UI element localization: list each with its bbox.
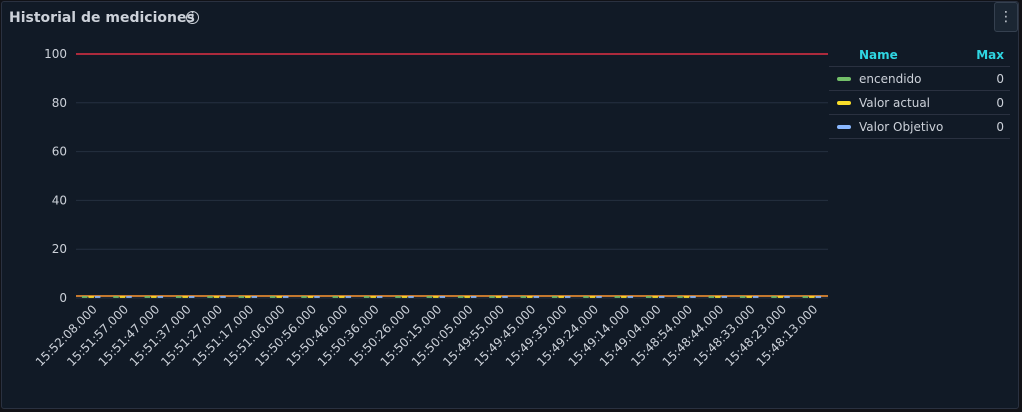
legend-item-name: Valor Objetivo — [859, 119, 944, 134]
bar — [426, 296, 433, 298]
bar — [558, 296, 564, 298]
bar — [457, 296, 464, 298]
bar — [370, 296, 376, 298]
legend-item-max: 0 — [996, 119, 1004, 134]
bar — [175, 296, 182, 298]
bar — [551, 296, 558, 298]
legend-item[interactable]: encendido 0 — [829, 67, 1010, 91]
bar — [332, 296, 339, 298]
bar — [464, 296, 470, 298]
bar — [746, 296, 752, 298]
legend-item[interactable]: Valor Objetivo 0 — [829, 115, 1010, 139]
bar — [207, 296, 213, 298]
bar — [119, 296, 126, 298]
bar — [220, 296, 226, 298]
legend-table: Name Max encendido 0 Valor actual 0 Valor Ob… — [829, 44, 1010, 139]
bar — [627, 296, 634, 298]
panel-title: Historial de mediciones — [9, 10, 195, 26]
bar — [677, 296, 683, 298]
bar — [739, 296, 746, 298]
bar — [94, 296, 101, 298]
bar — [495, 296, 502, 298]
bar — [802, 296, 809, 298]
bar — [621, 296, 627, 298]
legend-header-max[interactable]: Max — [976, 48, 1004, 62]
bar — [182, 296, 188, 298]
bar — [645, 296, 652, 298]
bar — [113, 296, 119, 298]
bar — [564, 296, 571, 298]
bar — [715, 296, 721, 298]
bar — [238, 296, 245, 298]
bar — [151, 296, 157, 298]
bar — [301, 296, 307, 298]
bar — [683, 296, 690, 298]
legend-item-name: Valor actual — [859, 95, 931, 110]
bar — [157, 296, 164, 298]
bar — [408, 296, 414, 298]
bar — [690, 296, 696, 298]
legend-item-name: encendido — [859, 71, 922, 86]
legend-item-max: 0 — [996, 71, 1004, 86]
bar — [583, 296, 589, 298]
y-tick-label: 0 — [59, 291, 67, 305]
bar — [314, 296, 320, 298]
panel-menu-button[interactable]: ⋮ — [994, 2, 1018, 32]
bar — [213, 296, 220, 298]
y-tick-label: 40 — [52, 193, 67, 207]
bar — [520, 296, 527, 298]
info-icon[interactable]: i — [186, 11, 199, 24]
bar — [589, 296, 596, 298]
bar — [376, 296, 383, 298]
bar — [771, 296, 777, 298]
bar — [276, 296, 282, 298]
bar — [815, 296, 822, 298]
bar — [269, 296, 276, 298]
bar — [752, 296, 759, 298]
y-tick-label: 60 — [52, 145, 67, 159]
bar — [489, 296, 495, 298]
bar — [245, 296, 251, 298]
bar — [708, 296, 715, 298]
y-tick-label: 100 — [44, 47, 67, 61]
bar — [470, 296, 477, 298]
legend-swatch — [837, 76, 851, 81]
bar — [533, 296, 540, 298]
legend-item[interactable]: Valor actual 0 — [829, 91, 1010, 115]
bar — [439, 296, 446, 298]
bar — [502, 296, 508, 298]
bar — [251, 296, 258, 298]
bar — [784, 296, 790, 298]
bar — [401, 296, 408, 298]
bar — [614, 296, 621, 298]
bar — [395, 296, 401, 298]
legend-item-max: 0 — [996, 95, 1004, 110]
bar — [81, 296, 88, 298]
bar — [339, 296, 345, 298]
legend-header-name[interactable]: Name — [859, 48, 898, 62]
bar — [721, 296, 728, 298]
bar — [527, 296, 533, 298]
bar — [307, 296, 314, 298]
bar — [363, 296, 370, 298]
bar — [88, 296, 94, 298]
bar — [596, 296, 602, 298]
legend-header: Name Max — [829, 44, 1010, 67]
y-tick-label: 20 — [52, 242, 67, 256]
y-tick-label: 80 — [52, 96, 67, 110]
legend-swatch — [837, 100, 851, 105]
bar — [777, 296, 784, 298]
bar — [658, 296, 665, 298]
bar — [809, 296, 815, 298]
bar — [282, 296, 289, 298]
bar — [188, 296, 195, 298]
bar — [126, 296, 132, 298]
bar — [652, 296, 658, 298]
bar — [433, 296, 439, 298]
legend-swatch — [837, 124, 851, 129]
bar — [144, 296, 151, 298]
bar — [345, 296, 352, 298]
